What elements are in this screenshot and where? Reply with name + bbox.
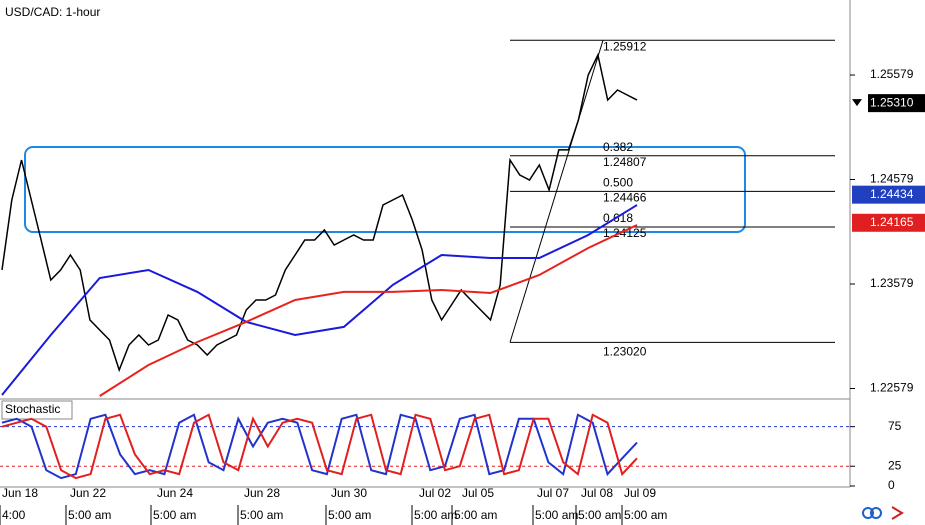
fib-price: 1.25912 — [603, 39, 647, 53]
x-date-label: Jul 05 — [462, 486, 494, 500]
fib-trend — [509, 40, 604, 343]
title-bg — [1, 400, 73, 420]
series-line — [99, 224, 638, 397]
fib-price: 1.24466 — [603, 190, 647, 204]
title-bg — [2, 2, 120, 24]
x-date-label: Jun 22 — [70, 486, 106, 500]
fib-price: 1.23020 — [603, 345, 647, 359]
zone-box — [24, 146, 746, 233]
fib-ratio: 0.500 — [603, 175, 633, 189]
x-date-label: Jul 07 — [537, 486, 569, 500]
x-time-label: 5:00 am — [153, 508, 196, 522]
x-date-label: Jul 08 — [581, 486, 613, 500]
x-time-label: 4:00 — [2, 508, 26, 522]
x-date-label: Jun 28 — [244, 486, 280, 500]
x-date-label: Jun 18 — [2, 486, 38, 500]
x-time-label: 5:00 am — [624, 508, 667, 522]
x-time-label: 5:00 am — [414, 508, 457, 522]
chart-title: USD/CAD: 1-hour — [5, 5, 100, 19]
fib-price: 1.24807 — [603, 155, 647, 169]
y-tick-label: 1.25579 — [870, 67, 914, 81]
y-tick-label: 1.22579 — [870, 381, 914, 395]
fib-ratio: 0.382 — [603, 140, 633, 154]
series-line — [1, 52, 638, 373]
price-tag — [852, 185, 925, 204]
y-tick-label: 1.24579 — [870, 172, 914, 186]
series-line — [1, 413, 638, 480]
toolbar-icons[interactable] — [862, 506, 904, 520]
y-tick-label: 75 — [888, 419, 902, 433]
y-tick-label: 1.23579 — [870, 276, 914, 290]
y-tick-label: 25 — [888, 458, 902, 472]
x-date-label: Jun 30 — [331, 486, 367, 500]
x-time-label: 5:00 am — [535, 508, 578, 522]
x-time-label: 5:00 am — [328, 508, 371, 522]
x-date-label: Jul 02 — [419, 486, 451, 500]
panel-title: Stochastic — [5, 402, 60, 416]
arrow-icon[interactable] — [891, 506, 904, 520]
x-time-label: 5:00 am — [68, 508, 111, 522]
x-time-label: 5:00 am — [578, 508, 621, 522]
series-line — [1, 204, 638, 396]
price-tag — [852, 213, 925, 232]
link-icon[interactable] — [870, 507, 882, 519]
x-time-label: 5:00 am — [240, 508, 283, 522]
price-tag — [868, 94, 925, 113]
price-tag-label: 1.24434 — [870, 187, 914, 201]
price-tag-label: 1.25310 — [870, 95, 914, 109]
price-tag-label: 1.24165 — [870, 215, 914, 229]
link-icon[interactable] — [862, 507, 874, 519]
x-date-label: Jun 24 — [157, 486, 193, 500]
x-time-label: 5:00 am — [454, 508, 497, 522]
x-date-label: Jul 09 — [624, 486, 656, 500]
tag-pointer — [852, 99, 862, 107]
series-line — [1, 413, 638, 480]
y-tick-label: 0 — [888, 478, 895, 492]
